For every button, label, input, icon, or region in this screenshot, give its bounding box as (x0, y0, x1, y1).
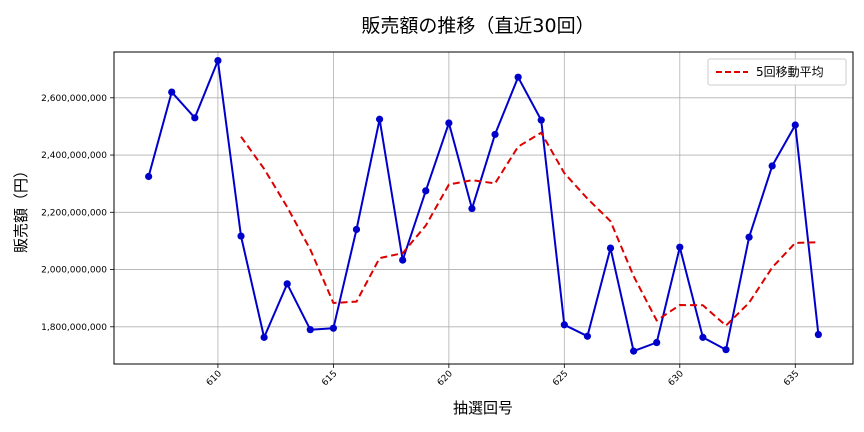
sales-data-point (745, 233, 753, 241)
sales-data-point (214, 56, 222, 65)
sales-data-point (191, 114, 199, 122)
plot-frame (113, 51, 854, 365)
sales-data-point (583, 332, 592, 340)
sales-data-point (168, 88, 176, 96)
y-tick-label: 1,800,000,000 (41, 323, 107, 333)
sales-data-point (653, 338, 661, 347)
sales-data-point (329, 324, 337, 332)
sales-data-point (630, 347, 638, 355)
sales-data-point (375, 115, 384, 123)
sales-data-point (399, 256, 407, 264)
sales-data-point (352, 225, 361, 234)
sales-data-point (491, 130, 499, 139)
sales-data-point (606, 244, 615, 252)
sales-data-point (699, 333, 707, 341)
y-tick-label: 2,200,000,000 (41, 208, 107, 218)
sales-data-point (260, 333, 268, 341)
legend: 5回移動平均 (707, 58, 847, 86)
sales-data-point (722, 346, 730, 354)
sales-data-point (814, 330, 822, 339)
sales-data-point (468, 204, 476, 213)
y-axis-title: 販売額（円） (12, 163, 30, 253)
legend-label-moving-average: 5回移動平均 (756, 65, 824, 79)
sales-data-point (237, 232, 245, 240)
sales-data-point (791, 121, 799, 129)
sales-data-point (768, 162, 776, 170)
series-layer (145, 56, 822, 355)
sales-data-point (514, 73, 522, 81)
sales-data-point (306, 326, 314, 334)
sales-data-point (283, 280, 291, 288)
x-axis-title: 抽選回号 (453, 399, 513, 417)
y-tick-label: 2,000,000,000 (41, 266, 107, 276)
series-line-moving-average (240, 131, 819, 327)
legend-box (707, 58, 847, 86)
chart-title: 販売額の推移（直近30回） (361, 15, 594, 37)
sales-data-point (560, 321, 568, 329)
sales-data-point (537, 116, 545, 124)
sales-data-point (422, 187, 430, 195)
y-tick-label: 2,600,000,000 (41, 94, 107, 104)
series-line-sales (147, 59, 820, 353)
y-tick-label: 2,400,000,000 (41, 151, 107, 161)
sales-data-point (676, 243, 684, 251)
sales-data-point (145, 172, 153, 181)
sales-data-point (445, 119, 453, 127)
